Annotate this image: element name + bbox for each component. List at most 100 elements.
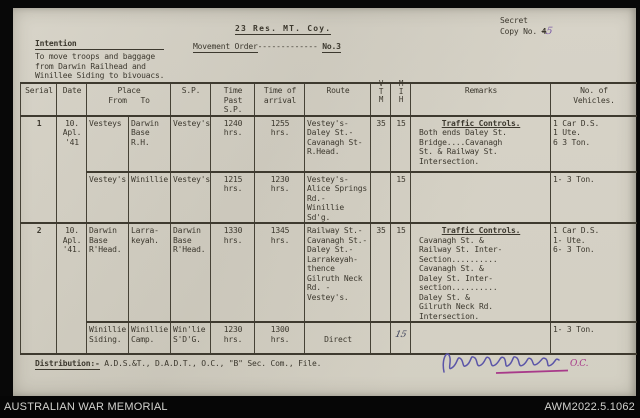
table-header-row: Serial Date Place From To S.P. Time Past… bbox=[20, 79, 637, 117]
distribution-text: A.D.S.&T., D.A.D.T., O.C., "B" Sec. Com.… bbox=[99, 359, 322, 368]
cell-sp: Vestey's bbox=[170, 171, 211, 224]
col-header-time-arrival: Time of arrival bbox=[254, 82, 305, 117]
order-number: No.3 bbox=[322, 42, 341, 53]
col-header-sp: S.P. bbox=[170, 82, 211, 117]
cell-vehicles: 1- 3 Ton. bbox=[550, 171, 637, 224]
col-header-route: Route bbox=[304, 82, 371, 117]
cell-to: Larra- keyah. bbox=[128, 223, 171, 323]
cell-date: 10. Apl. '41 bbox=[56, 115, 87, 172]
cell-remarks bbox=[410, 322, 551, 355]
col-header-mih: M I H bbox=[390, 79, 411, 117]
col-header-vtm-letters: V T M bbox=[378, 79, 384, 104]
cell-route: Vestey's- Alice Springs Rd.- Winillie Sd… bbox=[304, 171, 371, 224]
cell-vtm: 35 bbox=[370, 115, 391, 173]
cell-time-past: 1240 hrs. bbox=[210, 115, 255, 173]
archive-footer-bar: AUSTRALIAN WAR MEMORIAL AWM2022.5.1062 bbox=[0, 396, 640, 418]
order-title-line: Movement Order------------- No.3 bbox=[193, 42, 341, 53]
col-header-to: To bbox=[140, 95, 150, 105]
order-dashes: ------------- bbox=[257, 42, 318, 51]
cell-to: Winillie bbox=[128, 171, 171, 224]
cell-route: Direct bbox=[304, 322, 371, 355]
cell-date bbox=[56, 171, 87, 224]
cell-sp: Win'lie S'D'G. bbox=[170, 322, 211, 355]
classification-block: Secret Copy No. 45 bbox=[500, 16, 554, 37]
cell-vtm bbox=[370, 171, 391, 224]
col-header-serial: Serial bbox=[20, 82, 57, 117]
cell-time-arrival: 1230 hrs. bbox=[254, 171, 305, 224]
signature-block: O.C. bbox=[438, 344, 623, 384]
copy-number-struck: 4 bbox=[541, 26, 547, 36]
col-header-date: Date bbox=[56, 82, 87, 117]
cell-vehicles: 1 Car D.S. 1- Ute. 6- 3 Ton. bbox=[550, 223, 637, 323]
cell-mih: 15 bbox=[390, 223, 411, 323]
cell-vtm bbox=[370, 322, 391, 355]
col-header-time-past: Time Past S.P. bbox=[210, 82, 255, 117]
cell-from: Darwin Base R'Head. bbox=[86, 223, 129, 323]
cell-vehicles: 1- 3 Ton. bbox=[550, 322, 637, 355]
cell-vehicles: 1 Car D.S. 1 Ute. 6 3 Ton. bbox=[550, 115, 637, 173]
table-row: 2 10. Apl. '41. Darwin Base R'Head. Larr… bbox=[20, 223, 637, 323]
cell-time-arrival: 1300 hrs. bbox=[254, 322, 305, 355]
col-header-mih-letters: M I H bbox=[398, 79, 404, 104]
intention-block: Intention To move troops and baggage fro… bbox=[35, 39, 164, 81]
unit-title: 23 Res. MT. Coy. bbox=[235, 24, 332, 35]
cell-remarks: Traffic Controls. Cavanagh St. & Railway… bbox=[410, 223, 551, 323]
col-header-remarks: Remarks bbox=[410, 82, 551, 117]
distribution-line: Distribution:- A.D.S.&T., D.A.D.T., O.C.… bbox=[35, 359, 322, 370]
cell-time-arrival: 1345 hrs. bbox=[254, 223, 305, 323]
document-paper: 23 Res. MT. Coy. Movement Order---------… bbox=[13, 8, 637, 396]
col-header-place-label: Place bbox=[117, 86, 141, 95]
col-header-place: Place From To bbox=[86, 82, 171, 117]
cell-remarks bbox=[410, 171, 551, 224]
copy-number-handwritten: 5 bbox=[545, 25, 554, 37]
cell-time-arrival: 1255 hrs. bbox=[254, 115, 305, 173]
remarks-body: Both ends Daley St. Bridge....Cavanagh S… bbox=[419, 128, 507, 166]
cell-sp: Darwin Base R'Head. bbox=[170, 223, 211, 323]
distribution-label: Distribution:- bbox=[35, 359, 100, 370]
intention-label: Intention bbox=[35, 39, 165, 50]
classification-label: Secret bbox=[500, 16, 528, 25]
remarks-body: Cavanagh St. & Railway St. Inter- Sectio… bbox=[419, 235, 503, 321]
cell-serial bbox=[20, 322, 57, 355]
cell-time-past: 1330 hrs. bbox=[210, 223, 255, 323]
cell-route: Railway St.- Cavanagh St.- Daley St.- La… bbox=[304, 223, 371, 323]
movement-order-table: Serial Date Place From To S.P. Time Past… bbox=[20, 79, 637, 355]
archive-name: AUSTRALIAN WAR MEMORIAL bbox=[4, 401, 168, 413]
cell-to: Darwin Base R.H. bbox=[128, 115, 171, 173]
archive-reference-number: AWM2022.5.1062 bbox=[544, 401, 635, 413]
cell-time-past: 1230 hrs. bbox=[210, 322, 255, 355]
col-header-from-to: From To bbox=[89, 96, 169, 106]
remarks-title: Traffic Controls. bbox=[441, 118, 521, 128]
remarks-title: Traffic Controls. bbox=[441, 226, 521, 235]
cell-mih: 15 bbox=[390, 171, 411, 224]
order-label: Movement Order bbox=[193, 42, 258, 53]
handwritten-mih-value: 15 bbox=[394, 330, 408, 340]
cell-remarks: Traffic Controls. Both ends Daley St. Br… bbox=[410, 115, 551, 173]
cell-time-past: 1215 hrs. bbox=[210, 171, 255, 224]
cell-mih-handwritten: 15 bbox=[390, 322, 411, 355]
cell-from: Winillie Siding. bbox=[86, 322, 129, 355]
signature-scribble-icon bbox=[442, 353, 569, 374]
intention-text: To move troops and baggage from Darwin R… bbox=[35, 52, 165, 80]
cell-to: Winillie Camp. bbox=[128, 322, 171, 355]
col-header-vehicles: No. of Vehicles. bbox=[550, 82, 637, 117]
signature-oc-label: O.C. bbox=[570, 359, 589, 369]
cell-vtm: 35 bbox=[370, 223, 391, 323]
cell-serial bbox=[20, 171, 57, 224]
col-header-vtm: V T M bbox=[370, 79, 391, 117]
copy-number-label: Copy No. bbox=[500, 26, 537, 36]
table-row: 1 10. Apl. '41 Vesteys Darwin Base R.H. … bbox=[20, 115, 637, 173]
cell-mih: 15 bbox=[390, 115, 411, 173]
col-header-from: From bbox=[108, 95, 127, 105]
copy-number-line: Copy No. 45 bbox=[500, 25, 554, 37]
table-row: Vestey's Winillie Vestey's 1215 hrs. 123… bbox=[20, 171, 637, 224]
cell-from: Vesteys bbox=[86, 115, 129, 173]
cell-date bbox=[56, 322, 87, 355]
cell-serial: 1 bbox=[20, 115, 57, 172]
cell-sp: Vestey's bbox=[170, 115, 211, 173]
cell-route: Vestey's- Daley St.- Cavanagh St- R.Head… bbox=[304, 115, 371, 173]
cell-date: 10. Apl. '41. bbox=[56, 223, 87, 322]
cell-from: Vestey's bbox=[86, 171, 129, 224]
cell-serial: 2 bbox=[20, 223, 57, 322]
